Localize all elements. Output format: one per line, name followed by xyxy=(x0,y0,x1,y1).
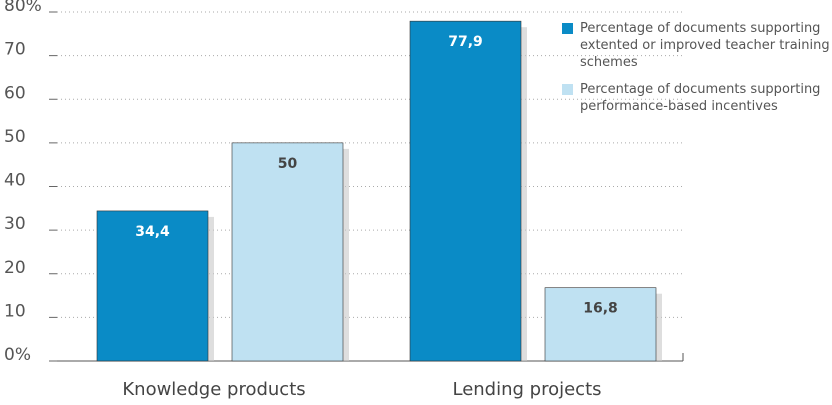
legend-swatch xyxy=(562,23,573,34)
legend-label: Percentage of documents supporting exten… xyxy=(580,21,830,70)
value-label: 50 xyxy=(278,156,298,172)
y-tick-label: 80% xyxy=(4,0,42,16)
value-label: 16,8 xyxy=(583,301,618,317)
x-tick-label: Knowledge products xyxy=(122,379,305,400)
legend: Percentage of documents supporting exten… xyxy=(562,20,832,125)
y-tick-label: 40 xyxy=(4,171,26,191)
bar xyxy=(231,142,344,362)
bar xyxy=(544,287,657,362)
value-label: 77,9 xyxy=(448,34,483,50)
y-tick-label: 30 xyxy=(4,214,26,234)
legend-label: Percentage of documents supporting perfo… xyxy=(580,82,821,114)
value-label: 34,4 xyxy=(135,224,170,240)
x-tick-label: Lending projects xyxy=(452,379,601,400)
bar xyxy=(96,210,209,362)
y-tick-label: 50 xyxy=(4,127,26,147)
y-tick-label: 20 xyxy=(4,258,26,278)
y-tick-label: 10 xyxy=(4,301,26,321)
bar xyxy=(409,20,522,362)
legend-item: Percentage of documents supporting exten… xyxy=(562,20,832,71)
legend-item: Percentage of documents supporting perfo… xyxy=(562,81,832,115)
y-tick-label: 60 xyxy=(4,83,26,103)
y-tick-label: 0% xyxy=(4,345,31,365)
legend-swatch xyxy=(562,84,573,95)
y-tick-label: 70 xyxy=(4,40,26,60)
